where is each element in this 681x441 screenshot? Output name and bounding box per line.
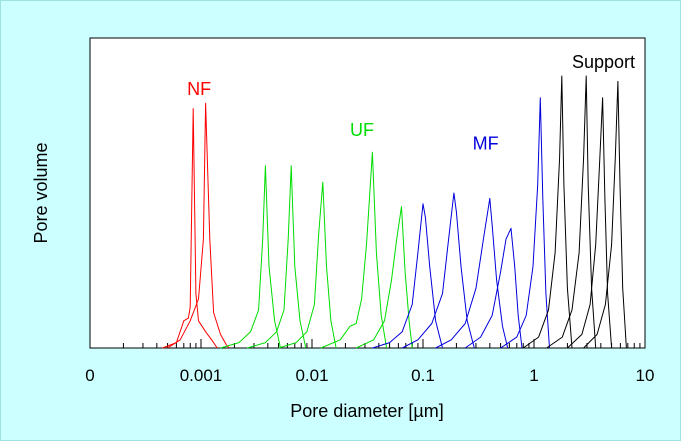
series-line-support-12	[522, 75, 573, 349]
x-tick-label: 1	[529, 366, 538, 385]
series-line-uf-5	[320, 151, 388, 349]
x-tick-label: 0	[85, 366, 94, 385]
series-line-mf-9	[435, 197, 509, 349]
x-axis-title: Pore diameter [µm]	[290, 401, 443, 421]
x-tick-label: 0.01	[295, 366, 328, 385]
plot-area	[89, 37, 646, 349]
group-label-support: Support	[572, 52, 635, 72]
series-line-nf-0	[162, 108, 218, 349]
group-label-uf: UF	[350, 120, 374, 140]
series-line-uf-4	[278, 181, 337, 349]
x-tick-label: 0.1	[411, 366, 435, 385]
x-tick-label: 10	[636, 366, 655, 385]
x-tick-label: 0.001	[180, 366, 223, 385]
series-line-mf-10	[464, 227, 523, 349]
x-ticks	[89, 339, 646, 348]
y-axis-title: Pore volume	[31, 142, 51, 243]
series-line-nf-1	[167, 102, 230, 349]
group-label-nf: NF	[187, 79, 211, 99]
group-labels: NF UF MF Support	[187, 52, 635, 154]
series-line-support-15	[583, 80, 627, 349]
series-line-uf-3	[246, 165, 307, 349]
series-line-support-14	[567, 97, 613, 349]
x-tick-labels: 0 0.001 0.01 0.1 1 10	[85, 366, 654, 385]
series-line-uf-2	[220, 165, 281, 349]
series-line-mf-8	[401, 192, 475, 349]
series-layer	[162, 75, 627, 349]
series-line-mf-7	[372, 203, 443, 349]
series-line-mf-11	[500, 97, 550, 349]
group-label-mf: MF	[473, 133, 499, 153]
series-line-support-13	[546, 75, 597, 349]
series-line-uf-6	[355, 206, 413, 349]
